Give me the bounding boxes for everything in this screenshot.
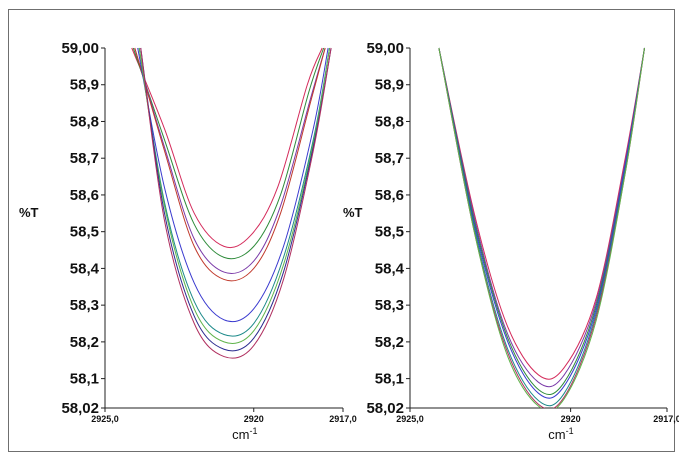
x-tick-label: 2917,0: [329, 414, 357, 424]
y-tick-label: 58,8: [375, 113, 404, 130]
y-tick-label: 58,2: [70, 334, 99, 351]
series-line-8: [140, 47, 332, 352]
series-line-7: [438, 47, 646, 408]
x-tick-label: 2920: [561, 414, 581, 424]
series-line-2: [438, 47, 646, 388]
chart-panel-2: 59,00 58,9 58,8 58,7 58,6 58,5 58,4 58,3 58,2 58,…: [343, 40, 679, 442]
y-tick-label: 58,8: [70, 113, 99, 130]
x-tick-label: 2925,0: [396, 414, 424, 424]
y-tick-label: 58,9: [70, 77, 99, 94]
figure-frame: [8, 9, 675, 452]
y-tick-label: 58,1: [375, 371, 404, 388]
series-group: [131, 47, 332, 359]
y-tick-label: 58,6: [70, 187, 99, 204]
x-tick-label: 2920: [244, 414, 264, 424]
x-axis-label: cm-1: [548, 426, 573, 442]
y-axis-label: %T: [343, 205, 363, 220]
series-line-4: [134, 47, 326, 282]
y-tick-label: 58,7: [375, 150, 404, 167]
y-tick-label: 58,2: [375, 334, 404, 351]
x-tick-label: 2925,0: [91, 414, 119, 424]
x-axis-label: cm-1: [232, 426, 257, 442]
series-line-5: [438, 47, 646, 407]
y-tick-label: 58,5: [375, 224, 404, 241]
y-tick-label: 58,3: [70, 297, 99, 314]
y-tick-label: 58,1: [70, 371, 99, 388]
y-tick-label: 59,00: [366, 40, 404, 57]
y-tick-label: 58,02: [61, 400, 99, 417]
series-line-1: [131, 47, 323, 249]
series-line-9: [140, 47, 332, 359]
series-line-4: [438, 47, 646, 399]
y-tick-label: 58,02: [366, 400, 404, 417]
y-tick-label: 58,4: [70, 260, 100, 277]
y-tick-label: 59,00: [61, 40, 99, 57]
y-tick-label: 58,9: [375, 77, 404, 94]
y-tick-label: 58,5: [70, 224, 99, 241]
series-line-3: [134, 47, 326, 274]
series-line-5: [137, 47, 329, 323]
y-tick-label: 58,6: [375, 187, 404, 204]
series-line-2: [132, 47, 325, 260]
series-line-6: [138, 47, 331, 337]
series-line-7: [138, 47, 331, 345]
y-tick-label: 58,7: [70, 150, 99, 167]
y-tick-label: 58,4: [375, 260, 405, 277]
series-line-1: [438, 47, 646, 380]
x-tick-label: 2917,0: [653, 414, 679, 424]
chart-panel-1: 59,00 58,9 58,8 58,7 58,6 58,5 58,4 58,3 58,2 58,…: [19, 40, 357, 442]
y-axis-label: %T: [19, 205, 39, 220]
series-group: [438, 47, 646, 408]
y-tick-label: 58,3: [375, 297, 404, 314]
